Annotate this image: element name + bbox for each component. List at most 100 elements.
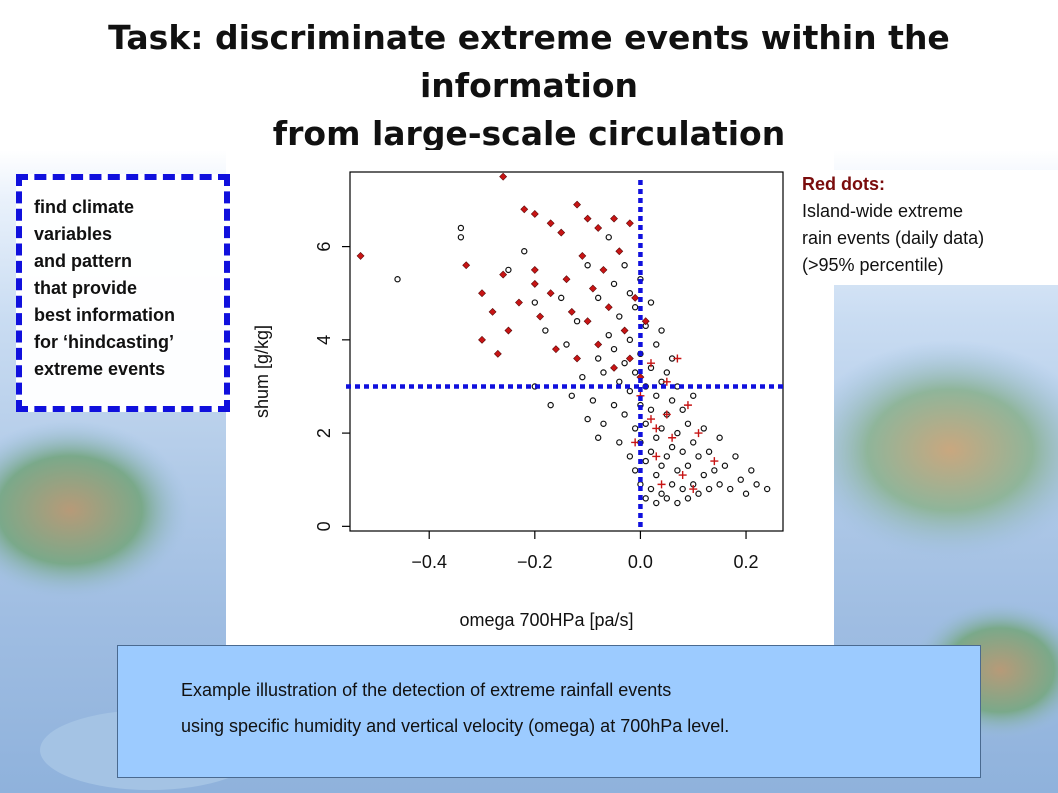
extreme-event-point	[594, 340, 603, 349]
extreme-event-point	[562, 275, 571, 284]
data-point	[732, 453, 739, 460]
extreme-event-point	[462, 261, 471, 270]
note-line: extreme events	[34, 359, 166, 379]
data-point	[653, 471, 660, 479]
extreme-event-point	[515, 298, 523, 307]
data-point	[721, 462, 729, 469]
legend-title: Red dots:	[802, 174, 885, 194]
data-point	[668, 443, 676, 451]
data-point	[700, 425, 707, 432]
extreme-event-point	[493, 349, 502, 358]
extreme-event-point	[657, 480, 666, 489]
data-point	[521, 248, 528, 255]
extreme-event-point	[604, 303, 613, 312]
extreme-event-point	[625, 354, 634, 363]
data-point	[600, 369, 607, 376]
extreme-event-point	[662, 410, 671, 419]
data-point	[674, 467, 681, 474]
extreme-event-point	[536, 312, 545, 321]
data-point	[558, 294, 565, 302]
extreme-event-point	[546, 289, 555, 298]
extreme-event-point	[530, 210, 539, 218]
extreme-event-point	[641, 317, 650, 326]
data-point	[700, 471, 707, 479]
y-tick-label: 6	[314, 242, 334, 252]
data-point	[653, 434, 660, 441]
data-point	[647, 448, 655, 455]
extreme-event-point	[588, 284, 597, 293]
extreme-event-point	[599, 265, 608, 274]
data-point	[716, 481, 723, 488]
legend-line: Island-wide extreme	[802, 201, 964, 221]
data-point	[658, 327, 665, 334]
note-line: for ‘hindcasting’	[34, 332, 175, 352]
data-point	[695, 453, 702, 460]
note-line: that provide	[34, 278, 138, 298]
data-point	[690, 392, 697, 399]
data-point	[621, 262, 628, 269]
data-point	[658, 490, 665, 497]
extreme-event-point	[504, 326, 513, 335]
data-point	[568, 392, 575, 399]
data-point	[605, 331, 612, 339]
extreme-event-point	[610, 214, 618, 223]
data-point	[647, 299, 655, 306]
data-point	[505, 266, 512, 274]
note-line: and pattern	[34, 251, 133, 271]
data-point	[594, 434, 602, 441]
scatter-chart: −0.4 −0.2 0.0 0.2 0 2 4 6 omega 700HPa [pa/s] shu…	[252, 171, 786, 630]
extreme-event-point	[710, 457, 719, 466]
data-point	[663, 495, 671, 502]
data-point	[653, 499, 660, 507]
extreme-event-point	[631, 293, 640, 302]
data-point	[668, 481, 676, 488]
data-point	[642, 457, 649, 465]
data-point	[621, 359, 628, 367]
data-point	[589, 397, 597, 404]
caption-line-2: using specific humidity and vertical vel…	[181, 716, 730, 736]
data-point	[605, 234, 612, 241]
extreme-event-point	[625, 219, 634, 228]
caption-line-1: Example illustration of the detection of…	[181, 680, 672, 700]
data-point	[642, 495, 649, 502]
data-point	[600, 420, 607, 427]
data-point	[542, 327, 549, 334]
scatter-chart-panel: −0.4 −0.2 0.0 0.2 0 2 4 6 omega 700HPa [pa/s] shu…	[226, 150, 834, 645]
island-shape	[800, 340, 1058, 560]
extreme-event-point	[478, 289, 486, 298]
data-point	[668, 397, 676, 404]
data-point	[579, 373, 586, 381]
extreme-event-point	[652, 452, 661, 461]
data-point	[711, 467, 718, 474]
extreme-event-point	[689, 485, 698, 494]
extreme-event-point	[356, 251, 365, 260]
extreme-event-point	[573, 200, 581, 209]
x-tick-label: 0.2	[734, 552, 759, 572]
data-point	[394, 276, 401, 283]
data-point	[610, 401, 618, 409]
data-point	[584, 262, 591, 269]
extreme-event-point	[552, 345, 560, 354]
data-point	[626, 336, 634, 344]
data-point	[679, 485, 686, 493]
data-point	[737, 476, 744, 483]
x-axis-label: omega 700HPa [pa/s]	[459, 610, 633, 630]
data-point	[573, 317, 581, 325]
data-point	[594, 294, 602, 302]
extreme-event-point	[668, 433, 677, 442]
data-point	[653, 341, 660, 348]
y-tick-label: 4	[314, 335, 334, 345]
y-axis-label: shum [g/kg]	[252, 325, 272, 418]
data-point	[695, 490, 702, 497]
data-point	[610, 345, 618, 353]
x-tick-label: −0.2	[517, 552, 553, 572]
data-point	[684, 420, 692, 427]
data-point	[679, 406, 686, 413]
extreme-event-point	[646, 359, 655, 368]
extreme-event-point	[573, 354, 581, 363]
note-line: find climate	[34, 197, 135, 217]
data-point	[763, 485, 771, 493]
data-point	[658, 462, 665, 469]
extreme-event-point	[530, 265, 539, 274]
data-point	[716, 434, 723, 441]
